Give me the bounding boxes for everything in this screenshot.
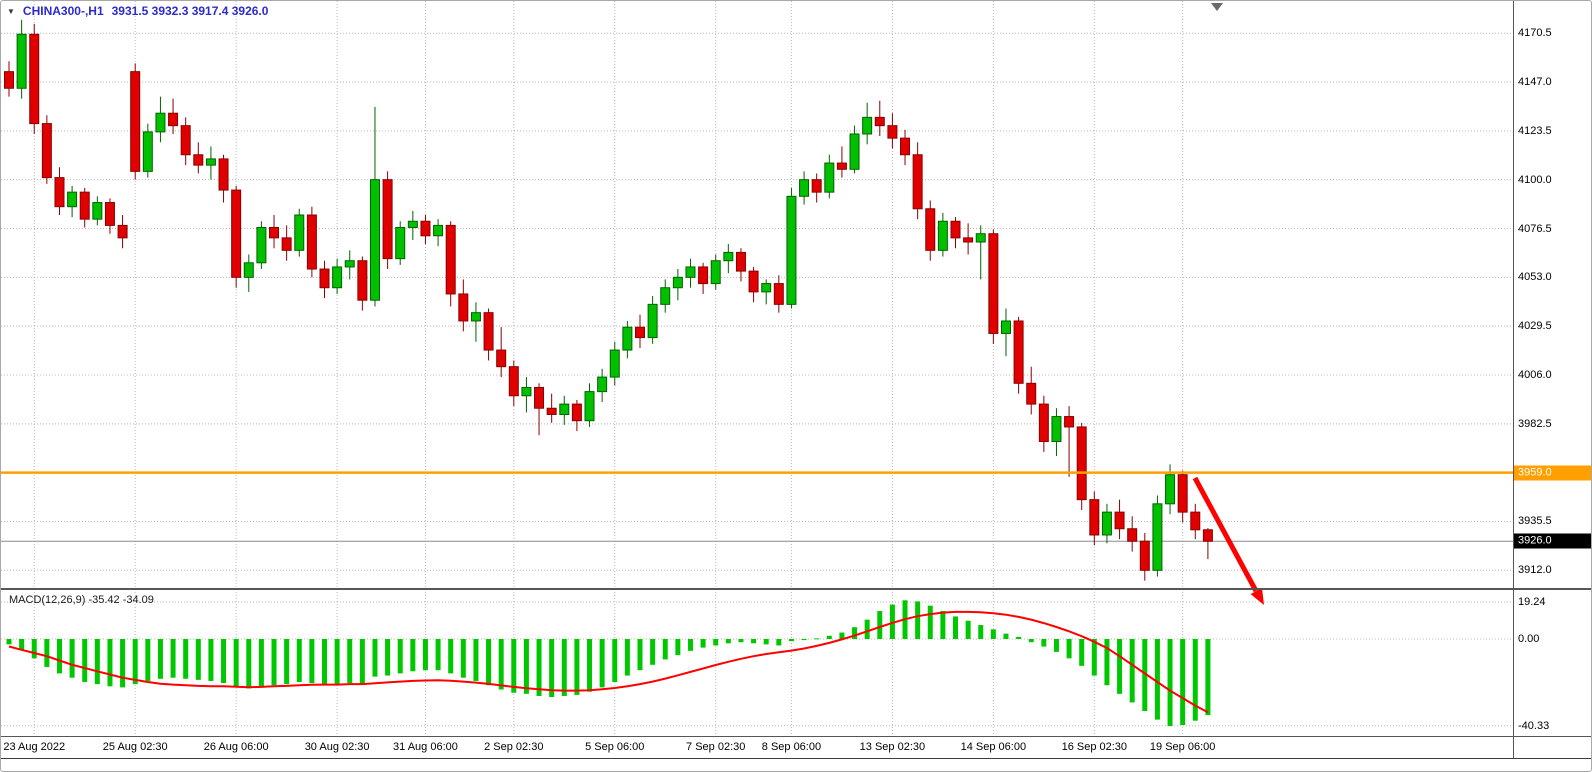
current-price-tag: 3926.0: [1514, 533, 1591, 549]
time-axis-label: 13 Sep 02:30: [859, 741, 926, 753]
time-axis-label: 5 Sep 06:00: [585, 741, 645, 753]
time-axis-label: 31 Aug 06:00: [393, 741, 458, 753]
price-axis-label: 4123.5: [1518, 124, 1552, 137]
ohlc-values: 3931.5 3932.3 3917.4 3926.0: [111, 4, 269, 18]
symbol-title: CHINA300-,H1: [22, 4, 104, 18]
trend-arrow[interactable]: [1192, 476, 1264, 605]
macd-indicator-label: MACD(12,26,9) -35.42 -34.09: [9, 594, 154, 606]
macd-signal-line: [8, 610, 1209, 714]
macd-axis-label: 19.24: [1518, 596, 1546, 608]
time-axis-label: 14 Sep 06:00: [960, 741, 1027, 753]
time-axis-label: 23 Aug 2022: [3, 741, 66, 753]
symbol-header: ▼ CHINA300-,H1 3931.5 3932.3 3917.4 3926…: [7, 4, 268, 18]
price-axis-label: 3912.0: [1518, 564, 1552, 577]
price-axis-label: 4147.0: [1518, 76, 1552, 89]
price-axis-label: 3982.5: [1518, 417, 1552, 430]
time-axis-label: 16 Sep 02:30: [1061, 741, 1128, 753]
price-axis-label: 4076.5: [1518, 222, 1552, 235]
time-axis-label: 7 Sep 02:30: [686, 741, 746, 753]
time-axis-label: 8 Sep 06:00: [761, 741, 822, 753]
price-axis-label: 4100.0: [1518, 173, 1552, 186]
time-axis-label: 2 Sep 02:30: [484, 741, 544, 753]
time-axis-label: 30 Aug 02:30: [304, 741, 370, 753]
price-axis-label: 3935.5: [1518, 515, 1552, 528]
time-axis-label: 19 Sep 06:00: [1149, 741, 1216, 753]
horizontal-line-price-tag: 3959.0: [1514, 465, 1591, 481]
chart-shift-marker-icon[interactable]: [1211, 3, 1223, 11]
price-axis-label: 4006.0: [1518, 368, 1552, 381]
macd-axis-label: 0.00: [1518, 633, 1540, 645]
price-axis-label: 4170.5: [1518, 27, 1552, 40]
macd-axis-label: -40.33: [1518, 719, 1550, 732]
macd-histogram: [6, 600, 1211, 727]
time-axis-label: 25 Aug 02:30: [102, 741, 168, 753]
dropdown-icon[interactable]: ▼: [7, 6, 15, 16]
candles: [4, 19, 1213, 581]
price-axis-label: 4029.5: [1518, 320, 1552, 333]
price-axis-label: 4053.0: [1518, 271, 1552, 284]
time-axis-label: 26 Aug 06:00: [203, 741, 269, 753]
